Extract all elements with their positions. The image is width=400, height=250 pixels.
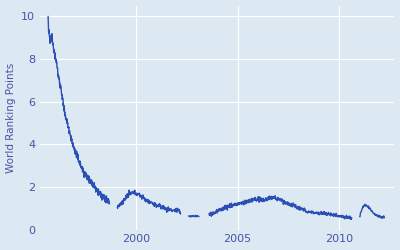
Y-axis label: World Ranking Points: World Ranking Points (6, 62, 16, 173)
